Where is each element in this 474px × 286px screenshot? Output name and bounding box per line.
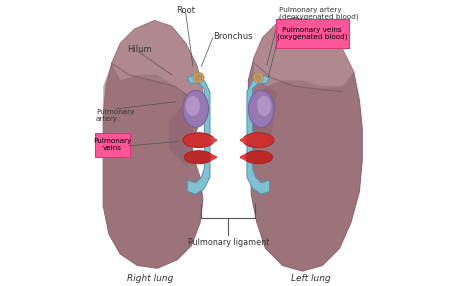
Ellipse shape <box>244 151 273 164</box>
Text: Pulmonary ligament: Pulmonary ligament <box>188 238 269 247</box>
Polygon shape <box>248 18 362 271</box>
Text: Right lung: Right lung <box>127 274 173 283</box>
Ellipse shape <box>183 133 214 148</box>
Polygon shape <box>254 18 354 86</box>
Polygon shape <box>251 86 277 149</box>
Polygon shape <box>103 21 203 268</box>
Text: Root: Root <box>176 6 195 15</box>
Text: Left lung: Left lung <box>291 274 331 283</box>
Text: Pulmonary veins
(oxygenated blood): Pulmonary veins (oxygenated blood) <box>277 27 347 40</box>
Polygon shape <box>247 75 270 194</box>
FancyBboxPatch shape <box>95 133 130 157</box>
Text: Pulmonary
veins: Pulmonary veins <box>93 138 131 152</box>
Polygon shape <box>251 72 362 271</box>
Ellipse shape <box>243 133 274 148</box>
Polygon shape <box>187 75 210 194</box>
Text: Bronchus: Bronchus <box>213 32 252 41</box>
Text: Hilum: Hilum <box>128 45 152 53</box>
Ellipse shape <box>193 73 204 83</box>
Polygon shape <box>169 98 194 166</box>
Ellipse shape <box>248 90 274 127</box>
Ellipse shape <box>186 96 200 116</box>
Ellipse shape <box>195 74 202 81</box>
Ellipse shape <box>257 96 271 116</box>
Text: Pulmonary
artery: Pulmonary artery <box>96 110 135 122</box>
Polygon shape <box>103 63 203 268</box>
Polygon shape <box>112 21 203 98</box>
Text: Pulmonary artery
(deoxygenated blood): Pulmonary artery (deoxygenated blood) <box>279 7 359 20</box>
Ellipse shape <box>183 90 209 127</box>
Ellipse shape <box>253 73 264 82</box>
Ellipse shape <box>184 151 213 164</box>
Ellipse shape <box>255 75 262 80</box>
FancyBboxPatch shape <box>276 19 348 48</box>
